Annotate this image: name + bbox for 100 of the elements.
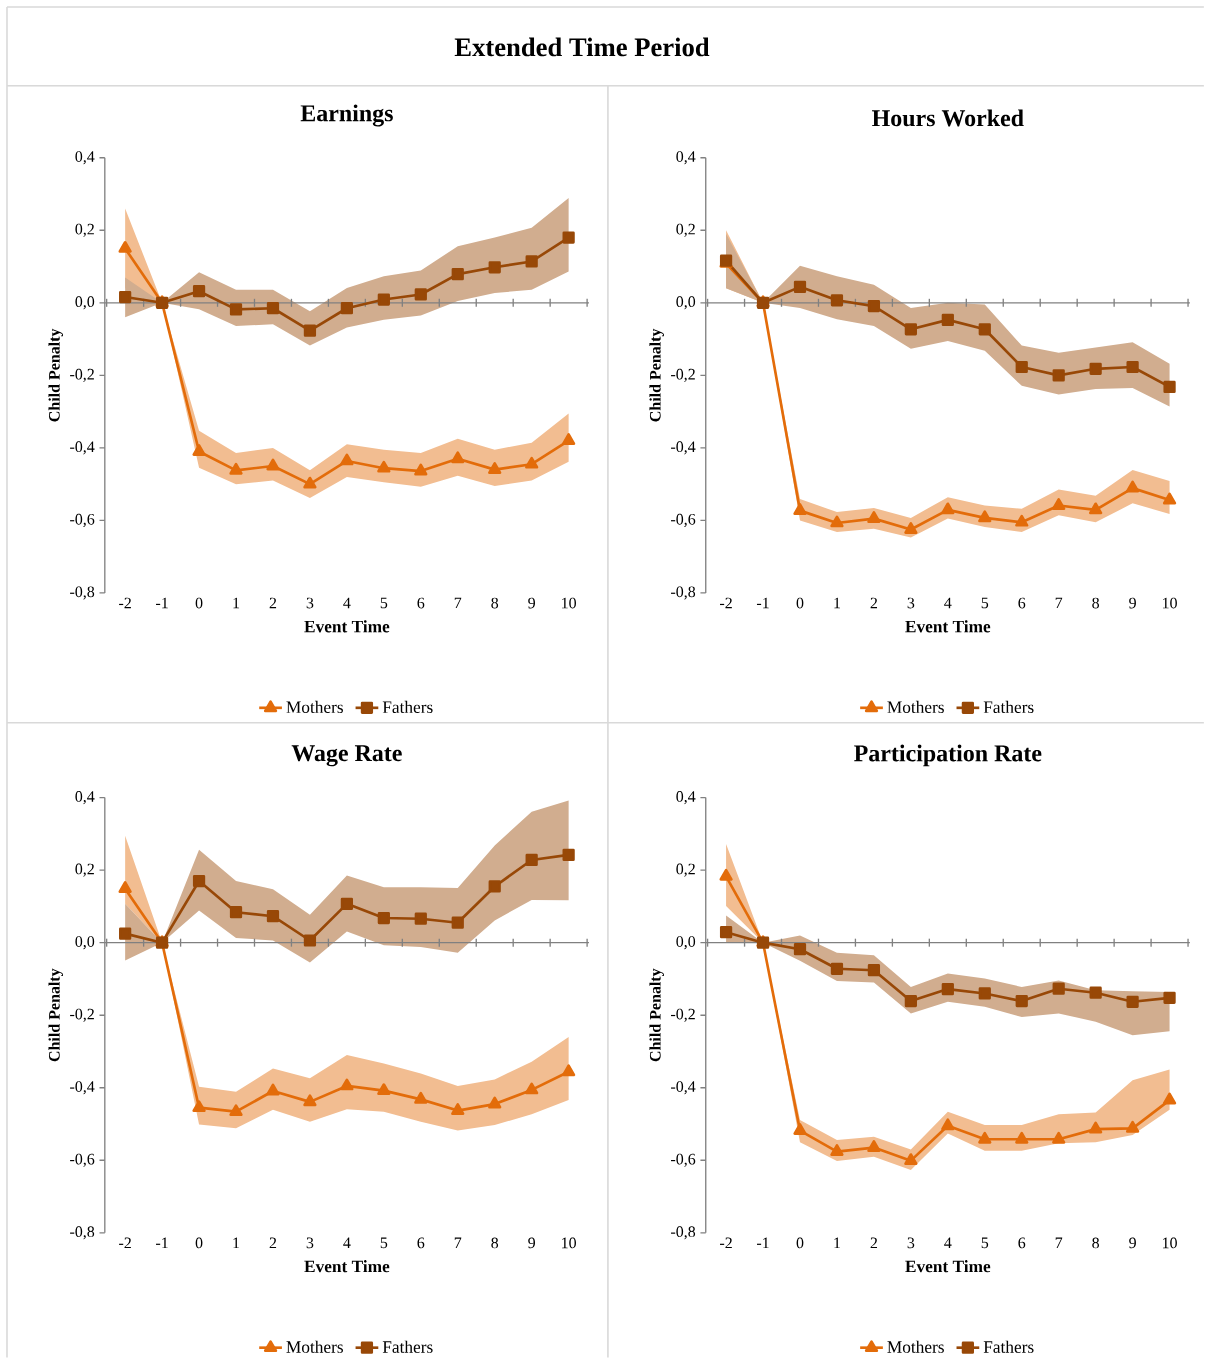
point: [192, 444, 206, 456]
point: [941, 502, 955, 515]
x-tick-label: -1: [757, 1237, 769, 1249]
point: [1126, 480, 1140, 493]
x-tick-label: -1: [757, 597, 769, 609]
point: [193, 874, 206, 888]
x-tick-label: 6: [417, 1237, 425, 1249]
legend-label: Fathers: [382, 1340, 433, 1353]
point: [414, 288, 428, 301]
x-tick-label: 5: [981, 597, 989, 609]
point: [941, 982, 955, 996]
point: [1126, 360, 1139, 374]
x-tick-label: 2: [269, 1237, 277, 1249]
x-tick-label: 6: [1018, 1237, 1026, 1249]
x-tick-label: 1: [233, 597, 240, 609]
point: [867, 299, 881, 313]
point: [1089, 986, 1102, 999]
point: [119, 927, 132, 940]
point: [229, 462, 243, 475]
x-tick-label: 3: [306, 597, 314, 609]
y-tick-label: 0,2: [75, 223, 95, 237]
point: [488, 261, 502, 274]
x-tick-label: 10: [1163, 597, 1178, 609]
y-tick-label: -0,8: [70, 586, 95, 600]
point: [414, 912, 428, 925]
point: [266, 1083, 280, 1096]
x-tick-label: 8: [1092, 597, 1100, 609]
point: [562, 231, 575, 244]
point: [340, 897, 354, 910]
point: [794, 280, 807, 293]
x-tick-label: 6: [1018, 597, 1026, 609]
x-tick-label: 0: [195, 1237, 203, 1249]
point: [377, 460, 391, 473]
y-axis-title: Child Penalty: [48, 968, 64, 1062]
y-tick-label: 0,4: [676, 791, 696, 805]
y-tick-label: -0,4: [671, 1081, 696, 1095]
x-tick-label: -1: [156, 1237, 168, 1249]
y-tick-label: -0,2: [671, 368, 696, 382]
y-tick-label: -0,8: [70, 1226, 95, 1240]
point: [831, 294, 844, 307]
x-tick-label: 7: [454, 1237, 462, 1248]
y-axis-title: Child Penalty: [48, 328, 64, 422]
y-tick-label: -0,6: [70, 1153, 95, 1167]
x-tick-label: 8: [491, 597, 499, 609]
y-tick-label: -0,6: [671, 513, 696, 527]
x-tick-label: 4: [343, 597, 351, 609]
point: [340, 453, 354, 466]
legend-label: Fathers: [983, 700, 1034, 713]
chart-title: Hours Worked: [872, 109, 1024, 127]
x-tick-label: 0: [796, 1237, 804, 1249]
chart-title: Earnings: [300, 104, 394, 127]
point: [1126, 995, 1139, 1008]
point: [1052, 982, 1065, 995]
y-tick-label: -0,4: [70, 1081, 95, 1095]
chart-title: Wage Rate: [291, 745, 402, 767]
x-tick-label: 9: [528, 1237, 536, 1249]
point: [1163, 380, 1176, 394]
point: [904, 1153, 918, 1166]
x-tick-label: -1: [156, 597, 168, 609]
y-tick-label: -0,2: [70, 1008, 95, 1022]
point: [303, 324, 317, 337]
point: [525, 255, 538, 268]
x-tick-label: 6: [417, 597, 425, 609]
point: [562, 1064, 576, 1077]
point: [193, 285, 206, 298]
x-tick-label: 0: [195, 597, 203, 609]
x-tick-label: 5: [380, 597, 388, 609]
point: [904, 522, 918, 534]
point: [1163, 1092, 1177, 1105]
point: [904, 994, 918, 1008]
x-tick-label: 5: [380, 1237, 388, 1249]
point: [1052, 369, 1065, 382]
point: [562, 433, 576, 446]
y-tick-label: -0,8: [671, 586, 696, 600]
point: [562, 848, 575, 862]
x-tick-label: 5: [981, 1237, 989, 1249]
point: [340, 1078, 354, 1091]
x-tick-label: 7: [454, 597, 462, 609]
y-tick-label: 0,4: [75, 151, 95, 165]
y-tick-label: -0,2: [671, 1008, 696, 1022]
text: Extended Time Period: [454, 37, 710, 57]
legend-label: Fathers: [983, 1340, 1034, 1353]
x-tick-label: 8: [1092, 1237, 1100, 1249]
x-tick-label: 2: [870, 597, 878, 609]
y-axis-title: Child Penalty: [649, 328, 665, 422]
point: [267, 302, 280, 315]
x-axis-title: Event Time: [905, 620, 991, 633]
point: [303, 476, 317, 489]
x-tick-label: 8: [491, 1237, 499, 1249]
point: [230, 906, 243, 919]
y-tick-label: 0,4: [75, 791, 95, 805]
point: [451, 1103, 465, 1115]
x-tick-label: 4: [944, 597, 952, 609]
x-tick-label: 0: [796, 597, 804, 609]
point: [303, 934, 317, 947]
point: [793, 1123, 807, 1135]
point: [1015, 514, 1029, 527]
x-tick-label: 3: [907, 597, 915, 609]
point: [867, 964, 881, 977]
point: [904, 323, 918, 336]
